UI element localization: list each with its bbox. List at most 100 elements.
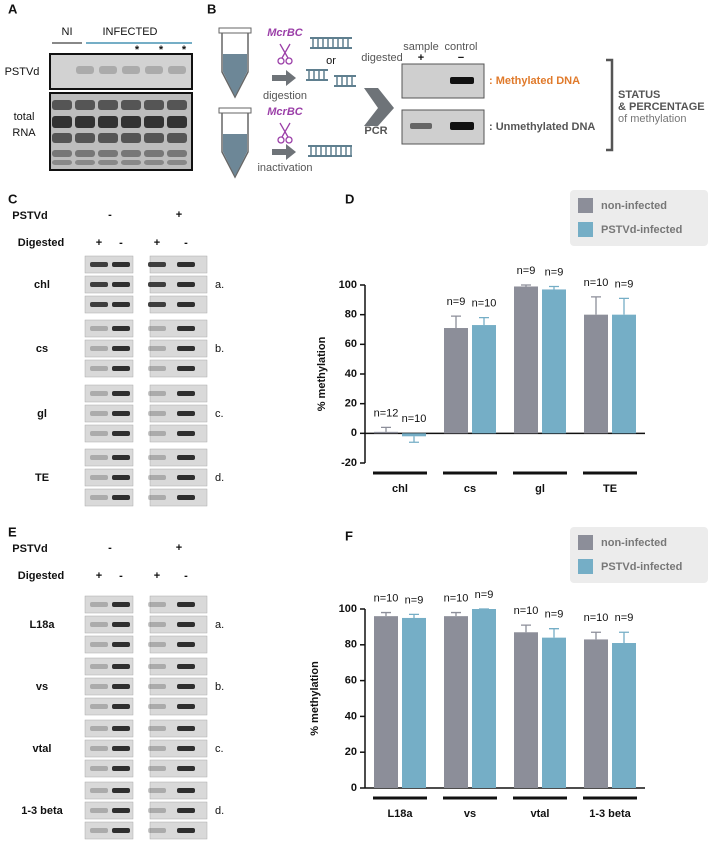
gel-band bbox=[148, 455, 166, 460]
y-tick-label: 40 bbox=[345, 710, 357, 722]
gel-band bbox=[167, 133, 187, 143]
row-letter: d. bbox=[215, 805, 224, 817]
gel-band bbox=[90, 475, 108, 480]
gel-band bbox=[75, 100, 95, 110]
panel-label: C bbox=[8, 191, 18, 206]
n-label: n=10 bbox=[584, 277, 609, 289]
gel-band bbox=[167, 160, 187, 165]
gel-band bbox=[52, 116, 72, 128]
bar bbox=[472, 609, 496, 788]
scissors bbox=[285, 57, 293, 65]
pstvd-sign: + bbox=[176, 209, 182, 221]
gel-band bbox=[177, 746, 195, 751]
x-tick-label: TE bbox=[603, 483, 617, 495]
gel-band bbox=[177, 726, 195, 731]
bar bbox=[584, 639, 608, 788]
y-tick-label: 100 bbox=[339, 603, 357, 615]
gel-band bbox=[90, 746, 108, 751]
gel-band bbox=[177, 326, 195, 331]
or-label: or bbox=[326, 55, 336, 67]
legend-swatch bbox=[578, 535, 593, 550]
gel-band bbox=[148, 282, 166, 287]
y-tick-label: 40 bbox=[345, 368, 357, 380]
gel-band bbox=[177, 622, 195, 627]
x-tick-label: 1-3 beta bbox=[589, 808, 631, 820]
gel-band bbox=[112, 262, 130, 267]
scissors bbox=[277, 57, 285, 65]
gel-band bbox=[148, 622, 166, 627]
row-letter: a. bbox=[215, 279, 224, 291]
scissors bbox=[277, 136, 285, 144]
gel-band bbox=[98, 116, 118, 128]
gel-strip bbox=[84, 404, 134, 423]
gel-band bbox=[148, 766, 166, 771]
gel-band bbox=[90, 431, 108, 436]
gel-band bbox=[121, 100, 141, 110]
gel-band bbox=[450, 122, 474, 130]
summary: STATUS bbox=[618, 89, 660, 101]
gel-band bbox=[90, 602, 108, 607]
gel-band bbox=[148, 808, 166, 813]
bar bbox=[612, 314, 636, 434]
gel-band bbox=[148, 346, 166, 351]
gene-label: gl bbox=[37, 408, 47, 420]
gel-band bbox=[90, 346, 108, 351]
gel-band bbox=[148, 602, 166, 607]
bar bbox=[402, 617, 426, 788]
gel-band bbox=[121, 160, 141, 165]
gel-band bbox=[90, 788, 108, 793]
gel-band bbox=[112, 622, 130, 627]
bar bbox=[584, 314, 608, 434]
x-tick-label: chl bbox=[392, 483, 408, 495]
error-bar bbox=[479, 316, 489, 326]
n-label: n=9 bbox=[615, 278, 634, 290]
bar bbox=[444, 616, 468, 788]
gel-band bbox=[121, 133, 141, 143]
gel-band bbox=[90, 828, 108, 833]
gel-band bbox=[148, 642, 166, 647]
gel-band bbox=[98, 150, 118, 157]
gel-band bbox=[112, 788, 130, 793]
gel-band bbox=[112, 684, 130, 689]
gel-strip bbox=[84, 359, 134, 378]
gel-band bbox=[112, 704, 130, 709]
error-bar bbox=[619, 631, 629, 644]
gel-band bbox=[177, 788, 195, 793]
summary: & PERCENTAGE bbox=[618, 101, 705, 113]
gel-band bbox=[90, 726, 108, 731]
digested-label: Digested bbox=[18, 237, 64, 249]
gel-band bbox=[98, 100, 118, 110]
gel-band bbox=[98, 160, 118, 165]
gel-strip bbox=[84, 635, 134, 654]
gene-label: vs bbox=[36, 681, 48, 693]
gel-band bbox=[90, 495, 108, 500]
error-bar bbox=[521, 284, 531, 287]
gel-band bbox=[90, 366, 108, 371]
error-bar bbox=[409, 436, 419, 443]
pcr-label: PCR bbox=[364, 125, 387, 137]
gel-sign: + bbox=[418, 52, 424, 64]
y-tick-label: 20 bbox=[345, 398, 357, 410]
n-label: n=9 bbox=[545, 609, 564, 621]
gel-band bbox=[112, 346, 130, 351]
bar bbox=[542, 637, 566, 788]
gel-band bbox=[75, 133, 95, 143]
gel-strip bbox=[84, 448, 134, 467]
gel-strip bbox=[84, 468, 134, 487]
digested-sign: + bbox=[154, 570, 160, 582]
gel-band bbox=[144, 100, 164, 110]
step-label: digestion bbox=[263, 90, 307, 102]
gel-band bbox=[121, 150, 141, 157]
gel-strip bbox=[84, 719, 134, 738]
gel-band bbox=[148, 431, 166, 436]
n-label: n=9 bbox=[447, 296, 466, 308]
asterisk: * bbox=[159, 44, 164, 56]
step-label: inactivation bbox=[257, 162, 312, 174]
gel-band bbox=[112, 808, 130, 813]
x-tick-label: vtal bbox=[531, 808, 550, 820]
digested-label: Digested bbox=[18, 570, 64, 582]
gel-band bbox=[177, 282, 195, 287]
pstvd-sign: - bbox=[108, 542, 112, 554]
row-letter: c. bbox=[215, 743, 224, 755]
gel-band bbox=[410, 123, 432, 129]
